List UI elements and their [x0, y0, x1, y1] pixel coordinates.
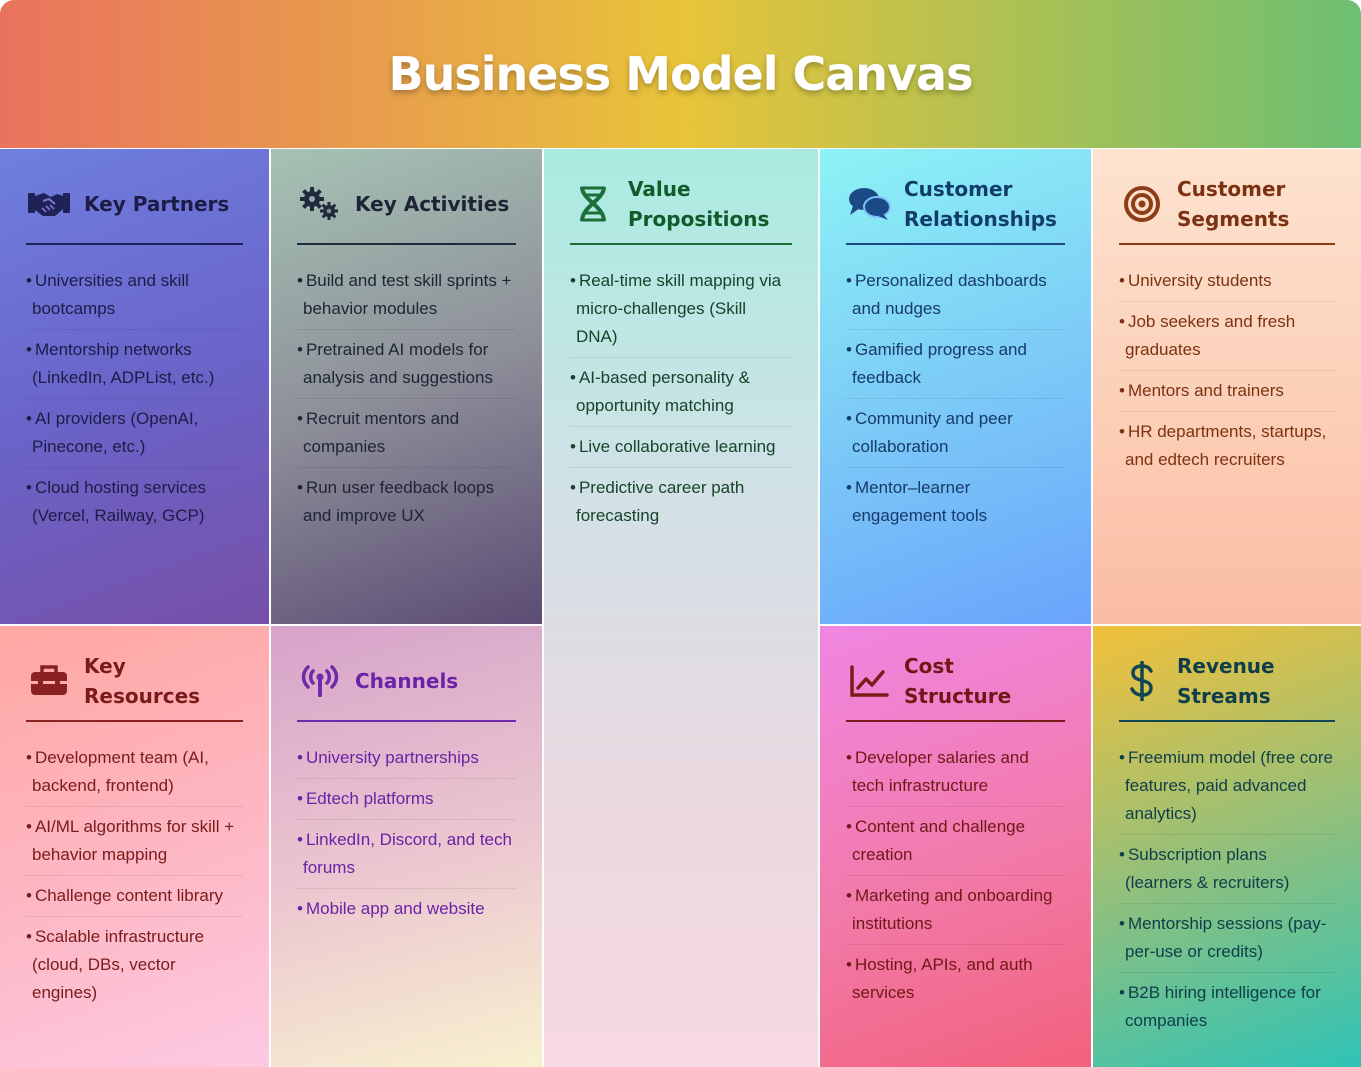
block-header: Revenue Streams	[1119, 626, 1335, 722]
block-header: Channels	[297, 626, 516, 722]
list-item: Gamified progress and feedback	[846, 336, 1065, 399]
block-customer-segments: Customer Segments University students Jo…	[1093, 149, 1361, 624]
list-item: Community and peer collaboration	[846, 405, 1065, 468]
block-list: University partnerships Edtech platforms…	[297, 744, 516, 929]
list-item: AI/ML algorithms for skill + behavior ma…	[26, 813, 243, 876]
dollar-sign-icon	[1119, 658, 1165, 704]
toolbox-icon	[26, 658, 72, 704]
target-icon	[1119, 181, 1165, 227]
block-customer-relationships: Customer Relationships Personalized dash…	[820, 149, 1091, 624]
list-item: Mentorship networks (LinkedIn, ADPList, …	[26, 336, 243, 399]
handshake-icon	[26, 181, 72, 227]
list-item: Build and test skill sprints + behavior …	[297, 267, 516, 330]
list-item: Challenge content library	[26, 882, 243, 917]
block-channels: Channels University partnerships Edtech …	[271, 626, 542, 1067]
gears-icon	[297, 181, 343, 227]
block-list: Build and test skill sprints + behavior …	[297, 267, 516, 536]
list-item: HR departments, startups, and edtech rec…	[1119, 418, 1335, 480]
list-item: Universities and skill bootcamps	[26, 267, 243, 330]
dna-icon	[570, 181, 616, 227]
list-item: Marketing and onboarding institutions	[846, 882, 1065, 945]
list-item: Pretrained AI models for analysis and su…	[297, 336, 516, 399]
block-key-partners: Key Partners Universities and skill boot…	[0, 149, 269, 624]
block-header: Customer Segments	[1119, 149, 1335, 245]
list-item: Edtech platforms	[297, 785, 516, 820]
block-title: Cost Structure	[904, 654, 1012, 708]
block-title: Value Propositions	[628, 177, 770, 231]
list-item: Cloud hosting services (Vercel, Railway,…	[26, 474, 243, 536]
block-key-activities: Key Activities Build and test skill spri…	[271, 149, 542, 624]
list-item: Scalable infrastructure (cloud, DBs, vec…	[26, 923, 243, 1013]
line-chart-icon	[846, 658, 892, 704]
list-item: LinkedIn, Discord, and tech forums	[297, 826, 516, 889]
block-title: Revenue Streams	[1177, 654, 1275, 708]
block-cost-structure: Cost Structure Developer salaries and te…	[820, 626, 1091, 1067]
list-item: Hosting, APIs, and auth services	[846, 951, 1065, 1013]
list-item: Real-time skill mapping via micro-challe…	[570, 267, 792, 358]
block-list: Development team (AI, backend, frontend)…	[26, 744, 243, 1013]
canvas-header: Business Model Canvas	[0, 0, 1361, 148]
list-item: Mentorship sessions (pay-per-use or cred…	[1119, 910, 1335, 973]
broadcast-tower-icon	[297, 658, 343, 704]
block-key-resources: Key Resources Development team (AI, back…	[0, 626, 269, 1067]
block-revenue-streams: Revenue Streams Freemium model (free cor…	[1093, 626, 1361, 1067]
page-title: Business Model Canvas	[388, 47, 974, 101]
block-list: Universities and skill bootcamps Mentors…	[26, 267, 243, 536]
block-title: Channels	[355, 669, 459, 693]
block-list: University students Job seekers and fres…	[1119, 267, 1335, 480]
block-title: Customer Relationships	[904, 177, 1057, 231]
block-title: Key Activities	[355, 192, 510, 216]
list-item: Mentors and trainers	[1119, 377, 1335, 412]
list-item: Freemium model (free core features, paid…	[1119, 744, 1335, 835]
block-header: Cost Structure	[846, 626, 1065, 722]
block-value-propositions: Value Propositions Real-time skill mappi…	[544, 149, 818, 1067]
list-item: University students	[1119, 267, 1335, 302]
list-item: AI providers (OpenAI, Pinecone, etc.)	[26, 405, 243, 468]
list-item: Content and challenge creation	[846, 813, 1065, 876]
block-list: Freemium model (free core features, paid…	[1119, 744, 1335, 1041]
list-item: Run user feedback loops and improve UX	[297, 474, 516, 536]
block-list: Real-time skill mapping via micro-challe…	[570, 267, 792, 536]
block-header: Key Activities	[297, 149, 516, 245]
block-list: Developer salaries and tech infrastructu…	[846, 744, 1065, 1013]
block-title: Key Partners	[84, 192, 230, 216]
chat-bubbles-icon	[846, 181, 892, 227]
block-list: Personalized dashboards and nudges Gamif…	[846, 267, 1065, 536]
list-item: University partnerships	[297, 744, 516, 779]
block-header: Value Propositions	[570, 149, 792, 245]
list-item: AI-based personality & opportunity match…	[570, 364, 792, 427]
block-header: Customer Relationships	[846, 149, 1065, 245]
list-item: Development team (AI, backend, frontend)	[26, 744, 243, 807]
list-item: Predictive career path forecasting	[570, 474, 792, 536]
block-title: Key Resources	[84, 654, 201, 708]
list-item: B2B hiring intelligence for companies	[1119, 979, 1335, 1041]
list-item: Live collaborative learning	[570, 433, 792, 468]
list-item: Mentor–learner engagement tools	[846, 474, 1065, 536]
list-item: Mobile app and website	[297, 895, 516, 929]
list-item: Subscription plans (learners & recruiter…	[1119, 841, 1335, 904]
block-header: Key Resources	[26, 626, 243, 722]
list-item: Job seekers and fresh graduates	[1119, 308, 1335, 371]
list-item: Recruit mentors and companies	[297, 405, 516, 468]
list-item: Personalized dashboards and nudges	[846, 267, 1065, 330]
list-item: Developer salaries and tech infrastructu…	[846, 744, 1065, 807]
block-title: Customer Segments	[1177, 177, 1290, 231]
block-header: Key Partners	[26, 149, 243, 245]
